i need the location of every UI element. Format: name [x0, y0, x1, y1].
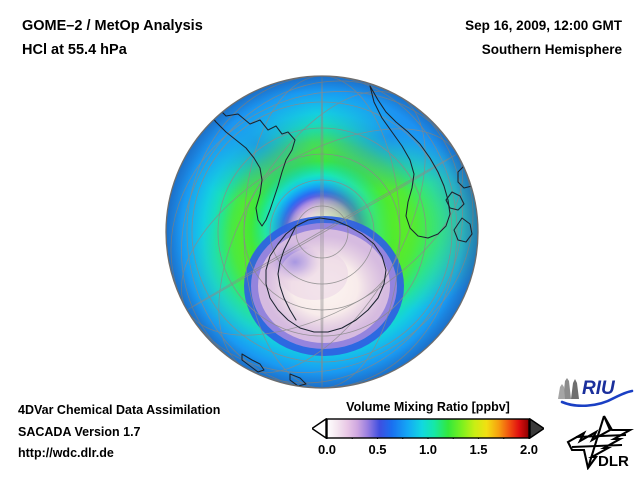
colorbar-tick-labels: 0.0 0.5 1.0 1.5 2.0: [312, 442, 544, 460]
page-title: GOME–2 / MetOp Analysis: [22, 18, 203, 34]
colorbar-tick-label: 0.5: [368, 442, 387, 457]
riu-wordmark: RIU: [582, 378, 616, 399]
riu-swoosh-icon: [560, 389, 634, 407]
colorbar-gradient: [326, 418, 530, 439]
colorbar-tick-label: 2.0: [519, 442, 539, 457]
credit-version: SACADA Version 1.7: [18, 424, 141, 439]
orthographic-projection: [165, 75, 479, 389]
riu-logo: RIU: [558, 378, 634, 407]
colorbar-tick-label: 1.5: [469, 442, 488, 457]
credit-method: 4DVar Chemical Data Assimilation: [18, 403, 221, 417]
timestamp: Sep 16, 2009, 12:00 GMT: [465, 18, 622, 33]
colorbar-graphic: [310, 417, 546, 443]
dlr-bird-icon: [566, 415, 635, 470]
credit-url[interactable]: http://wdc.dlr.de: [18, 446, 114, 460]
globe-map: [164, 74, 480, 390]
colorbar-cap-high: [529, 417, 546, 440]
globe-field: [166, 76, 478, 388]
header-title-block: GOME–2 / MetOp Analysis HCl at 55.4 hPa: [22, 14, 203, 62]
header-meta-block: Sep 16, 2009, 12:00 GMT Southern Hemisph…: [465, 14, 622, 62]
colorbar-title: Volume Mixing Ratio [ppbv]: [346, 400, 510, 414]
dlr-wordmark: DLR: [598, 453, 629, 470]
colorbar-cap-low: [310, 417, 327, 440]
region-label: Southern Hemisphere: [481, 42, 622, 57]
dlr-logo: DLR: [566, 415, 635, 470]
colorbar-tick-label: 0.0: [317, 442, 337, 457]
colorbar-svg: [310, 417, 546, 443]
globe-outline: [165, 75, 479, 389]
colorbar-tick-label: 1.0: [418, 442, 438, 457]
page-subtitle: HCl at 55.4 hPa: [22, 42, 127, 58]
colorbar: Volume Mixing Ratio [ppbv] 0.0 0.5 1.0 1.5 2…: [310, 400, 546, 460]
riu-tower-icon: [558, 378, 579, 399]
footer-credits: 4DVar Chemical Data Assimilation SACADA …: [18, 400, 220, 465]
limb-shading: [166, 76, 478, 388]
